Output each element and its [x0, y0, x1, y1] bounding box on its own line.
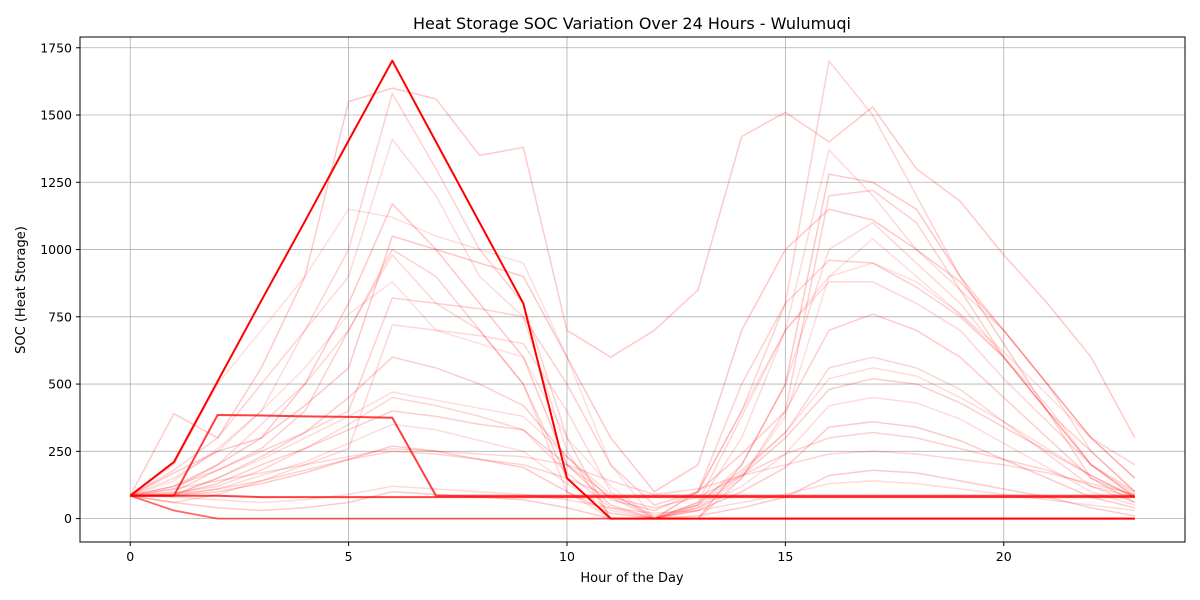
x-tick-label: 5	[345, 549, 353, 564]
y-axis-ticks: 0 250 500 750 1000 1250 1500 1750	[40, 40, 80, 526]
series-layer	[129, 59, 1136, 520]
series-line-4	[129, 87, 1136, 497]
series-line-2	[130, 494, 1135, 499]
series-line-10	[129, 238, 1136, 520]
grid	[80, 37, 1185, 542]
series-line-14	[130, 420, 1135, 520]
x-tick-label: 20	[996, 549, 1012, 564]
y-axis-label: SOC (Heat Storage)	[14, 226, 29, 354]
y-tick-label: 1500	[40, 108, 72, 123]
y-tick-label: 250	[48, 444, 72, 459]
series-line-12	[130, 356, 1136, 520]
y-tick-label: 500	[48, 377, 72, 392]
y-tick-label: 750	[48, 309, 72, 324]
y-tick-label: 1750	[40, 40, 72, 55]
series-line-21	[130, 377, 1136, 520]
x-tick-label: 15	[777, 549, 793, 564]
y-tick-label: 1000	[40, 242, 72, 257]
y-tick-label: 0	[64, 511, 72, 526]
series-line-13	[130, 396, 1136, 520]
x-tick-label: 10	[559, 549, 575, 564]
series-line-0	[129, 59, 1135, 520]
x-tick-label: 0	[126, 549, 134, 564]
series-line-11	[130, 313, 1136, 512]
chart-title: Heat Storage SOC Variation Over 24 Hours…	[413, 14, 851, 33]
series-line-18	[130, 259, 1136, 506]
series-line-1	[130, 414, 1135, 497]
plot-frame	[79, 36, 1186, 543]
series-line-22	[130, 447, 1135, 497]
y-tick-label: 1250	[40, 175, 72, 190]
series-line-16	[130, 480, 1135, 514]
series-line-20	[129, 208, 1136, 520]
series-line-15	[130, 431, 1135, 509]
x-axis-label: Hour of the Day	[580, 571, 684, 586]
series-line-23	[130, 367, 1136, 517]
x-axis-ticks: 0 5 10 15 20	[126, 542, 1012, 564]
series-line-7	[130, 173, 1136, 520]
series-line-19	[130, 281, 1136, 520]
series-line-17	[129, 208, 1136, 497]
